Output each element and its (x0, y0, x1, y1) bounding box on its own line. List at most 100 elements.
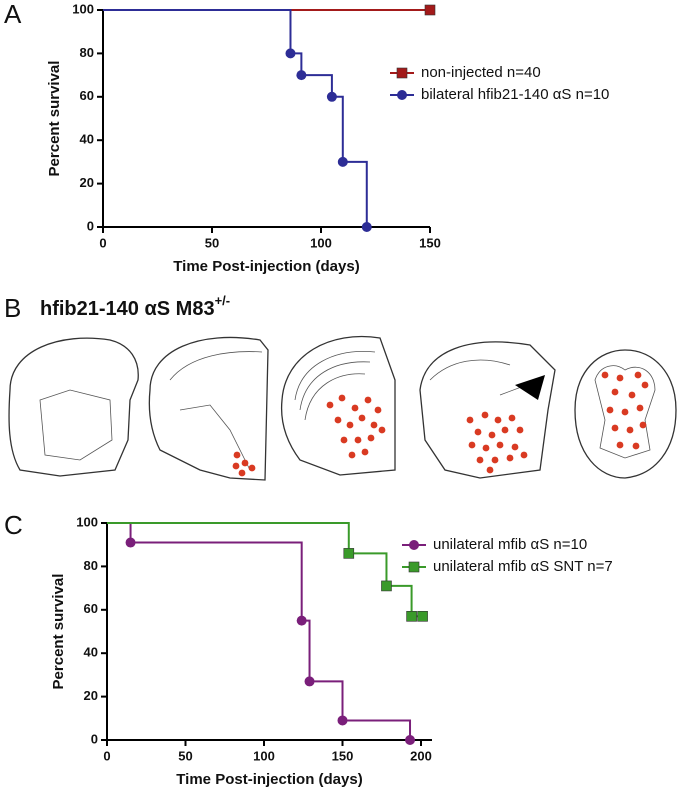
y-tick-label: 60 (80, 88, 94, 103)
label-dot (501, 426, 509, 434)
label-dot (508, 414, 516, 422)
label-dot (346, 421, 354, 429)
y-tick-label: 20 (80, 175, 94, 190)
label-dot (486, 466, 494, 474)
label-dot (241, 459, 249, 467)
label-dot (636, 404, 644, 412)
label-dot (378, 426, 386, 434)
label-dot (466, 416, 474, 424)
x-tick-label: 50 (178, 748, 192, 763)
label-dot (476, 456, 484, 464)
label-dot (338, 394, 346, 402)
label-dot (358, 414, 366, 422)
marker (296, 70, 307, 81)
y-tick-label: 80 (84, 558, 98, 573)
x-tick-label: 0 (99, 235, 106, 250)
panel-label: A (4, 0, 22, 29)
label-dot (632, 442, 640, 450)
section-outline (280, 335, 396, 476)
label-dot (641, 381, 649, 389)
label-dot (506, 454, 514, 462)
label-dot (616, 374, 624, 382)
section-detail (39, 389, 113, 461)
legend-label: bilateral hfib21-140 αS n=10 (421, 86, 609, 103)
step-line (301, 74, 333, 97)
marker (381, 580, 392, 592)
marker (337, 156, 348, 167)
panel-label: C (4, 510, 23, 540)
label-dot (361, 448, 369, 456)
step-line (348, 552, 388, 586)
marker (361, 222, 372, 232)
marker (125, 537, 136, 548)
label-dot (468, 441, 476, 449)
y-tick-label: 40 (80, 132, 94, 147)
label-dot (238, 469, 246, 477)
y-tick-label: 20 (84, 688, 98, 703)
label-dot (639, 421, 647, 429)
label-dot (340, 436, 348, 444)
x-tick-label: 100 (253, 748, 275, 763)
legend-label: unilateral mfib αS SNT n=7 (433, 558, 613, 575)
label-dot (511, 443, 519, 451)
x-tick-label: 50 (205, 235, 219, 250)
panel-title-text: hfib21-140 αS M83 (40, 298, 215, 320)
label-dot (601, 371, 609, 379)
label-dot (494, 416, 502, 424)
label-dot (354, 436, 362, 444)
panel-label: B (4, 293, 21, 323)
label-dot (232, 462, 240, 470)
marker (296, 615, 307, 626)
step-line (107, 522, 350, 554)
section-outline (419, 341, 556, 479)
y-tick-label: 60 (84, 601, 98, 616)
step-line (301, 619, 311, 682)
label-dot (367, 434, 375, 442)
label-dot (348, 451, 356, 459)
label-dot (611, 424, 619, 432)
label-dot (606, 406, 614, 414)
label-dot (626, 426, 634, 434)
label-dot (248, 464, 256, 472)
section-detail (594, 365, 656, 459)
label-dot (326, 401, 334, 409)
marker (397, 90, 407, 100)
x-axis-title: Time Post-injection (days) (173, 258, 359, 275)
marker (326, 91, 337, 102)
marker (405, 735, 416, 745)
marker (304, 676, 315, 687)
marker (343, 548, 355, 559)
x-tick-label: 200 (410, 748, 432, 763)
y-axis-title: Percent survival (50, 574, 67, 690)
step-line (309, 680, 344, 721)
y-tick-label: 100 (72, 1, 94, 16)
label-dot (374, 406, 382, 414)
label-dot (621, 408, 629, 416)
label-dot (496, 441, 504, 449)
marker (285, 48, 296, 59)
step-line (342, 160, 368, 227)
step-line (130, 541, 303, 621)
step-line (331, 95, 344, 162)
legend-label: unilateral mfib αS n=10 (433, 536, 587, 553)
x-tick-label: 150 (332, 748, 354, 763)
marker (396, 67, 408, 79)
x-axis-title: Time Post-injection (days) (176, 771, 362, 788)
panel-title: hfib21-140 αS M83+/- (40, 293, 230, 320)
x-tick-label: 150 (419, 235, 441, 250)
label-dot (488, 431, 496, 439)
y-tick-label: 0 (91, 731, 98, 746)
step-line (342, 719, 412, 740)
marker (417, 611, 428, 622)
label-dot (334, 416, 342, 424)
label-dot (611, 388, 619, 396)
label-dot (364, 396, 372, 404)
y-tick-label: 40 (84, 645, 98, 660)
x-tick-label: 0 (103, 748, 110, 763)
label-dot (491, 456, 499, 464)
legend-label: non-injected n=40 (421, 64, 541, 81)
marker (408, 561, 420, 573)
section-detail (294, 351, 376, 421)
step-line (386, 584, 413, 617)
